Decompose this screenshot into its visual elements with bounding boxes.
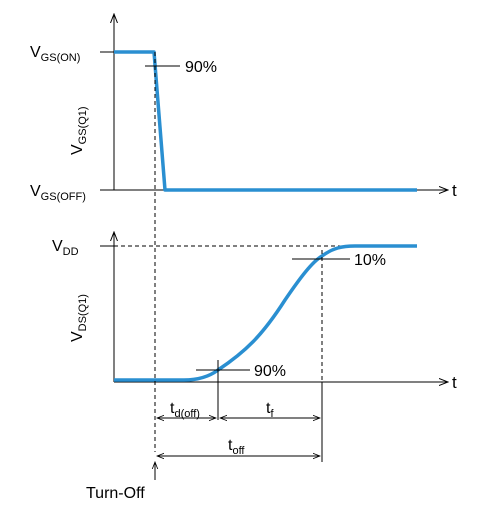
vgs-on-label: VGS(ON) xyxy=(30,44,80,64)
turn-off-label: Turn-Off xyxy=(86,485,145,502)
vds-10pct-label: 10% xyxy=(354,252,386,269)
top-plot: VGS(ON) VGS(OFF) VGS(Q1) t 90% xyxy=(30,14,457,203)
vgs-90pct-label: 90% xyxy=(185,59,217,76)
timing-references: td(off) tf toff Turn-Off xyxy=(86,52,323,502)
vds-axis-label: VDS(Q1) xyxy=(69,294,89,342)
toff-label: toff xyxy=(228,437,245,457)
vds-90pct-label: 90% xyxy=(254,363,286,380)
vgs-waveform xyxy=(114,50,417,192)
bottom-time-label: t xyxy=(452,373,457,392)
vgs-off-label: VGS(OFF) xyxy=(30,183,86,203)
td-off-label: td(off) xyxy=(170,400,200,420)
vdd-label: VDD xyxy=(52,238,79,258)
vds-waveform xyxy=(114,244,417,382)
top-time-label: t xyxy=(452,181,457,200)
tf-label: tf xyxy=(266,400,274,420)
vgs-axis-label: VGS(Q1) xyxy=(69,106,89,155)
bottom-plot: VDD VDS(Q1) t 10% 90% xyxy=(52,232,457,392)
